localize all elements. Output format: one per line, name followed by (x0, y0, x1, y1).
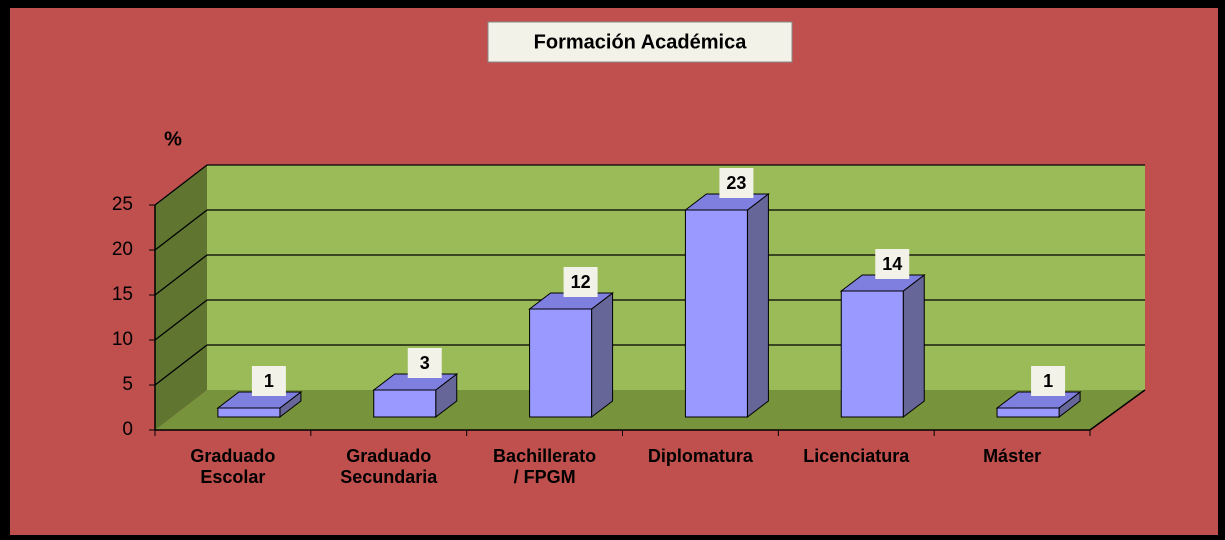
x-tick-label: Graduado Secundaria (340, 446, 438, 487)
value-label: 14 (882, 254, 902, 274)
y-tick-label: 5 (122, 374, 133, 395)
y-tick-label: 10 (112, 329, 133, 350)
bar (996, 407, 1060, 418)
x-tick-label: Diplomatura (647, 446, 753, 466)
x-tick-label: Graduado Escolar (190, 446, 276, 487)
x-tick-label: Máster (983, 446, 1042, 466)
bar-side (591, 291, 614, 419)
value-label: 3 (420, 353, 430, 373)
value-label: 1 (264, 371, 274, 391)
grid-line (154, 164, 208, 206)
x-tick-label: Bachillerato / FPGM (493, 446, 597, 487)
grid-line (154, 299, 208, 341)
y-tick-label: 20 (112, 239, 133, 260)
value-label-box (719, 168, 754, 198)
value-label: 23 (726, 173, 746, 193)
chart-title: Formación Académica (534, 31, 748, 53)
bar-side (746, 192, 769, 419)
bar (684, 209, 748, 418)
y-tick-label: 25 (112, 194, 133, 215)
y-tick-label: 0 (122, 419, 133, 440)
value-label-box (563, 267, 598, 297)
grid-line (154, 254, 208, 296)
grid-line (154, 344, 208, 386)
bar (840, 290, 904, 418)
floor (155, 390, 1145, 430)
bar (529, 308, 593, 418)
bar (217, 407, 281, 418)
title-box (487, 21, 793, 63)
value-label: 12 (571, 272, 591, 292)
back-wall (207, 165, 1145, 390)
value-label-box (1031, 366, 1066, 396)
x-tick-label: Licenciatura (803, 446, 910, 466)
bar-side (902, 273, 925, 419)
y-axis-label: % (164, 128, 182, 150)
value-label-box (251, 366, 286, 396)
grid-line (154, 209, 208, 251)
value-label: 1 (1043, 371, 1053, 391)
value-label-box (875, 249, 910, 279)
bar (373, 389, 437, 418)
value-label-box (407, 348, 442, 378)
side-wall (155, 165, 207, 430)
y-tick-label: 15 (112, 284, 133, 305)
